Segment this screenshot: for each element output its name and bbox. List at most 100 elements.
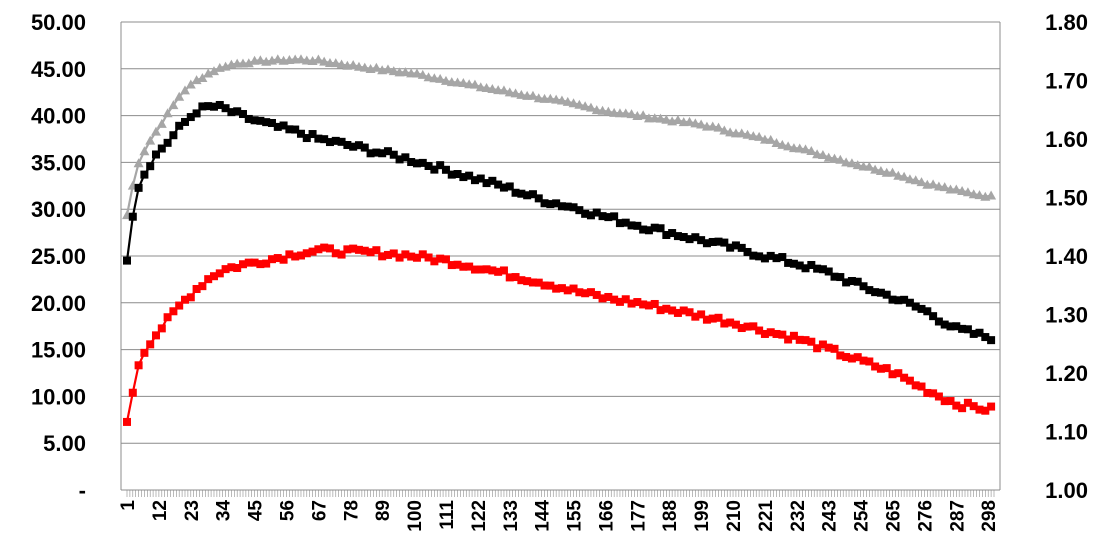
data-point [754,131,765,141]
data-point [697,310,706,319]
data-point [778,330,787,339]
data-point [557,202,566,211]
data-point [401,153,410,162]
data-point [447,261,456,270]
y-tick-label: 45.00 [31,57,86,82]
data-point [145,135,156,145]
data-point [401,250,410,259]
data-point [563,286,572,295]
data-point [800,144,811,154]
data-point [208,66,219,76]
data-point [285,250,294,259]
data-point [296,129,305,138]
data-point [685,308,694,317]
x-tick-label: 232 [788,500,809,532]
data-point [476,265,485,274]
data-point [708,314,717,323]
y-tick-label: 10.00 [31,384,86,409]
data-point [453,170,462,179]
data-point [488,266,497,275]
x-tick-label: 155 [565,500,586,532]
data-point [882,364,891,373]
data-point [737,243,746,252]
data-point [720,319,729,328]
data-point [499,183,508,192]
data-point [853,277,862,286]
data-point [650,223,659,232]
data-point [870,164,881,174]
data-point [325,244,334,253]
data-point [749,251,758,260]
data-point [372,148,381,157]
data-point [962,187,973,197]
data-point [975,328,984,337]
data-point [453,260,462,269]
data-point [951,184,962,194]
data-point [824,267,833,276]
data-point [824,343,833,352]
data-point [546,200,555,209]
data-point [639,225,648,234]
data-point [708,237,717,246]
data-point [314,134,323,143]
data-point [569,284,578,293]
data-point [842,353,851,362]
data-point [864,161,875,171]
data-point [702,239,711,248]
data-point [382,64,393,74]
data-point [830,344,839,353]
x-tick-label: 67 [309,500,330,521]
data-point [424,161,433,170]
data-point [923,307,932,316]
data-point [320,243,329,252]
x-tick-label: 89 [373,500,394,521]
data-point [888,295,897,304]
data-point [204,102,213,111]
x-tick-label: 133 [501,500,522,532]
data-point [807,260,816,269]
data-point [545,93,556,103]
data-point [123,417,131,426]
tick-labels: - 5.00 10.00 15.00 20.00 25.00 30.00 35.00 40.00… [31,10,1088,532]
data-point [795,261,804,270]
data-point [952,322,961,331]
data-point [766,328,775,337]
data-point [615,219,624,228]
x-tick-label: 188 [660,500,681,532]
data-point [940,397,949,406]
data-point [760,329,769,338]
data-point [726,243,735,252]
data-point [243,58,254,68]
data-point [760,254,769,263]
data-point [597,105,608,115]
data-point [958,404,967,413]
data-point [644,226,653,235]
data-point [510,88,521,98]
data-point [481,83,492,93]
data-point [650,299,659,308]
data-point [975,405,984,414]
data-point [528,278,537,287]
data-point [430,257,439,266]
data-point [540,199,549,208]
data-point [180,295,189,304]
data-point [603,106,614,116]
y2-tick-label: 1.30 [1045,303,1088,328]
data-point [150,126,161,136]
data-point [557,284,566,293]
series-line [125,246,992,423]
data-point [291,125,300,134]
data-point [378,149,387,158]
data-point [371,62,382,72]
data-point [963,325,972,334]
data-point [540,281,549,290]
data-point [233,107,242,116]
data-point [459,262,468,271]
data-point [627,299,636,308]
data-point [737,324,746,333]
x-tick-label: 265 [884,500,905,532]
data-point [801,336,810,345]
data-point [250,116,259,125]
data-point [343,141,352,150]
